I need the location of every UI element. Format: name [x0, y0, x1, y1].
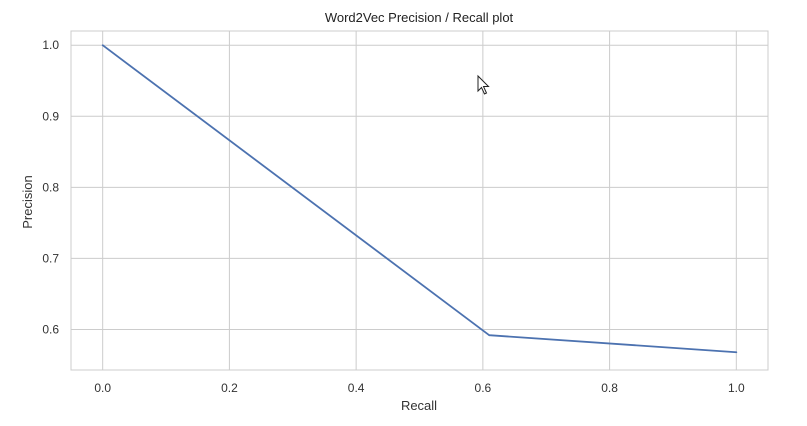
y-tick-label: 0.6 — [42, 322, 59, 336]
precision-recall-line — [102, 44, 737, 354]
chart-title: Word2Vec Precision / Recall plot — [325, 10, 514, 25]
grid-lines — [71, 31, 768, 370]
y-tick-label: 1.0 — [42, 38, 59, 52]
data-point — [488, 334, 491, 337]
x-tick-label: 0.0 — [94, 381, 111, 395]
x-axis-label: Recall — [401, 398, 437, 413]
y-tick-label: 0.7 — [42, 251, 59, 265]
y-tick-label: 0.8 — [42, 180, 59, 194]
x-tick-label: 0.6 — [475, 381, 492, 395]
plot-frame — [70, 30, 769, 371]
x-tick-label: 0.4 — [348, 381, 365, 395]
y-axis-label: Precision — [20, 175, 35, 228]
series-layer — [101, 44, 738, 354]
x-tick-label: 1.0 — [728, 381, 745, 395]
y-tick-labels: 0.6 0.7 0.8 0.9 1.0 — [42, 38, 59, 336]
y-tick-label: 0.9 — [42, 109, 59, 123]
x-tick-label: 0.8 — [601, 381, 618, 395]
x-tick-label: 0.2 — [221, 381, 238, 395]
mouse-pointer-icon — [477, 74, 490, 95]
x-tick-labels: 0.0 0.2 0.4 0.6 0.8 1.0 — [94, 381, 745, 395]
data-point — [735, 351, 738, 354]
data-point — [101, 44, 104, 47]
